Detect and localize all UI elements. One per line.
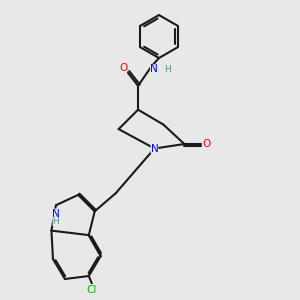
Text: O: O <box>202 139 211 149</box>
Text: H: H <box>164 65 170 74</box>
Text: H: H <box>52 217 59 226</box>
Text: N: N <box>52 208 60 219</box>
Text: Cl: Cl <box>87 285 97 295</box>
Text: O: O <box>119 63 127 73</box>
Text: N: N <box>150 64 158 74</box>
Text: N: N <box>151 143 158 154</box>
